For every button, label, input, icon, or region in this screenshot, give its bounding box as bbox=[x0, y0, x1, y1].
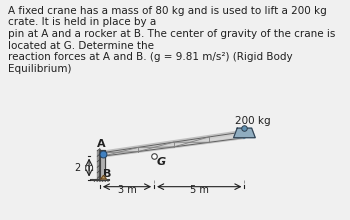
Text: 3 m: 3 m bbox=[118, 185, 136, 195]
Text: G: G bbox=[157, 157, 166, 167]
Text: 5 m: 5 m bbox=[190, 185, 209, 195]
Text: 200 kg: 200 kg bbox=[236, 116, 271, 126]
Polygon shape bbox=[103, 132, 244, 156]
Text: A fixed crane has a mass of 80 kg and is used to lift a 200 kg crate. It is held: A fixed crane has a mass of 80 kg and is… bbox=[8, 6, 335, 74]
Text: A: A bbox=[97, 139, 105, 149]
Polygon shape bbox=[97, 150, 100, 180]
Text: 2 m: 2 m bbox=[75, 163, 94, 172]
Polygon shape bbox=[100, 150, 105, 180]
Polygon shape bbox=[101, 175, 106, 179]
Polygon shape bbox=[233, 128, 255, 138]
Text: B: B bbox=[103, 169, 111, 179]
